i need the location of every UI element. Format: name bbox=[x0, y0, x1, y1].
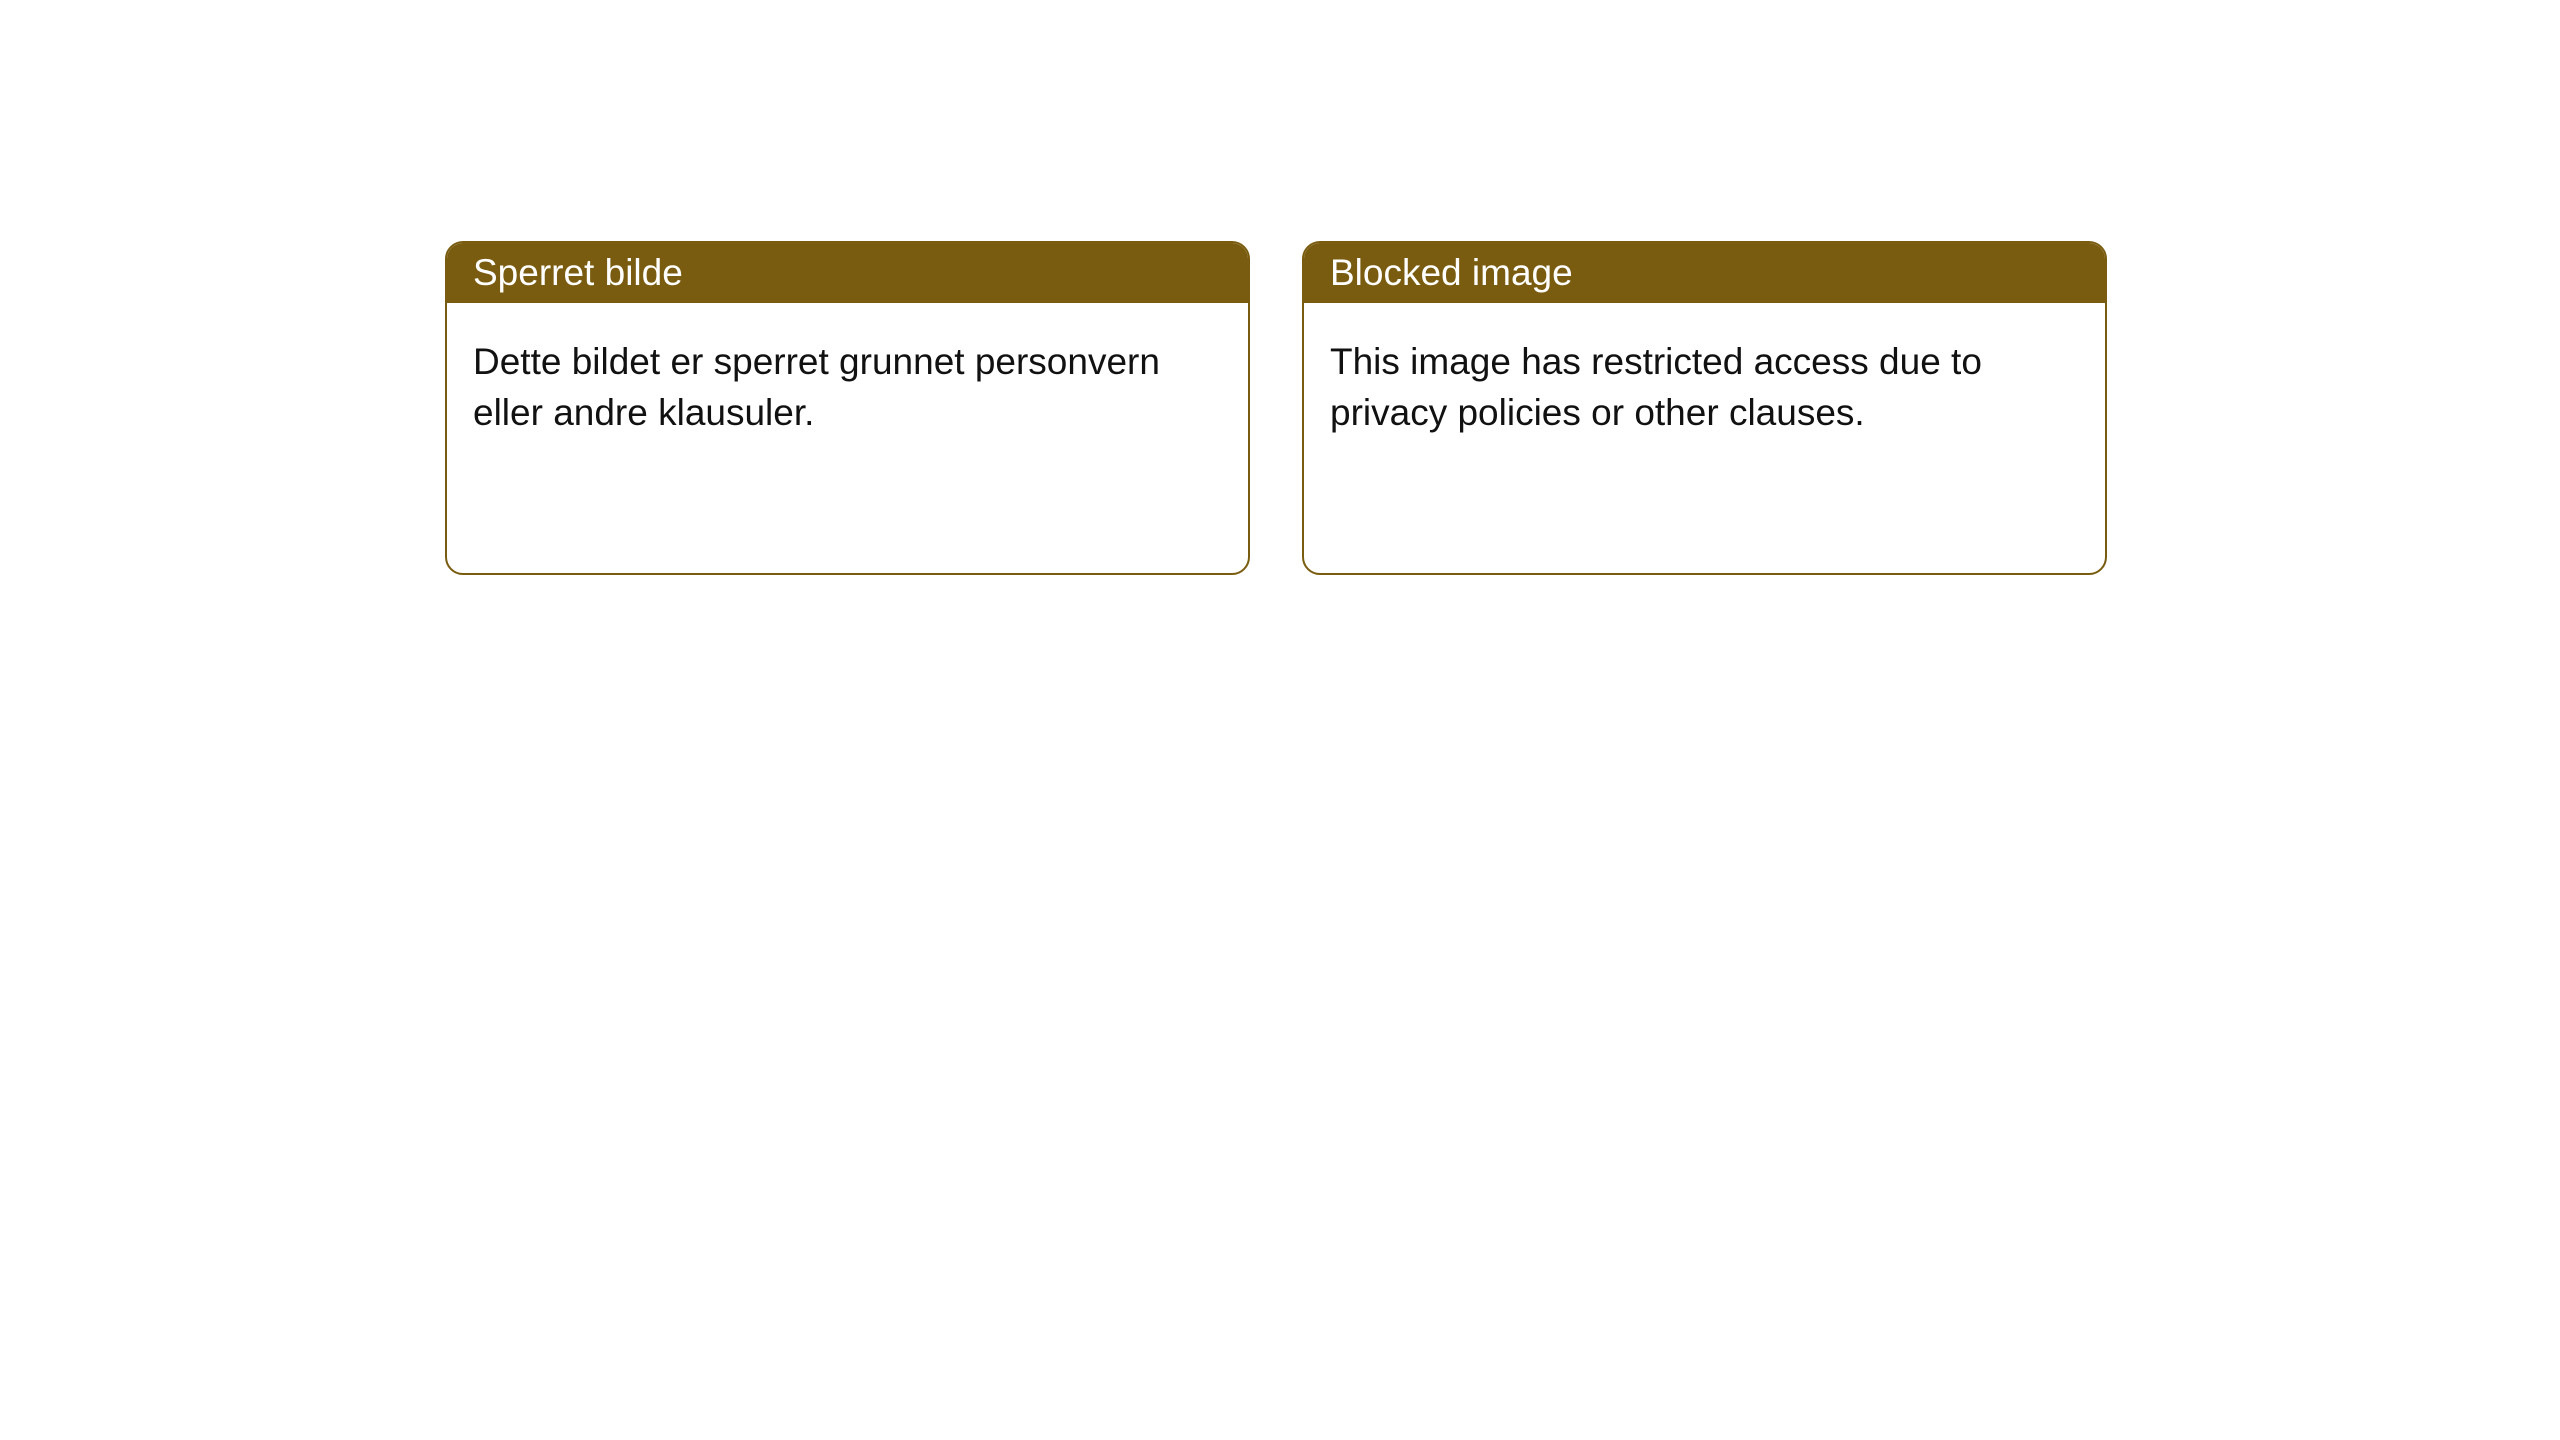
card-body: Dette bildet er sperret grunnet personve… bbox=[447, 303, 1248, 472]
card-header-text: Sperret bilde bbox=[473, 252, 683, 294]
card-header: Blocked image bbox=[1304, 243, 2105, 303]
notice-cards-row: Sperret bilde Dette bildet er sperret gr… bbox=[445, 241, 2107, 575]
card-header-text: Blocked image bbox=[1330, 252, 1573, 294]
card-body-text: Dette bildet er sperret grunnet personve… bbox=[473, 341, 1160, 433]
card-body-text: This image has restricted access due to … bbox=[1330, 341, 1982, 433]
blocked-image-card-en: Blocked image This image has restricted … bbox=[1302, 241, 2107, 575]
card-header: Sperret bilde bbox=[447, 243, 1248, 303]
blocked-image-card-no: Sperret bilde Dette bildet er sperret gr… bbox=[445, 241, 1250, 575]
card-body: This image has restricted access due to … bbox=[1304, 303, 2105, 472]
